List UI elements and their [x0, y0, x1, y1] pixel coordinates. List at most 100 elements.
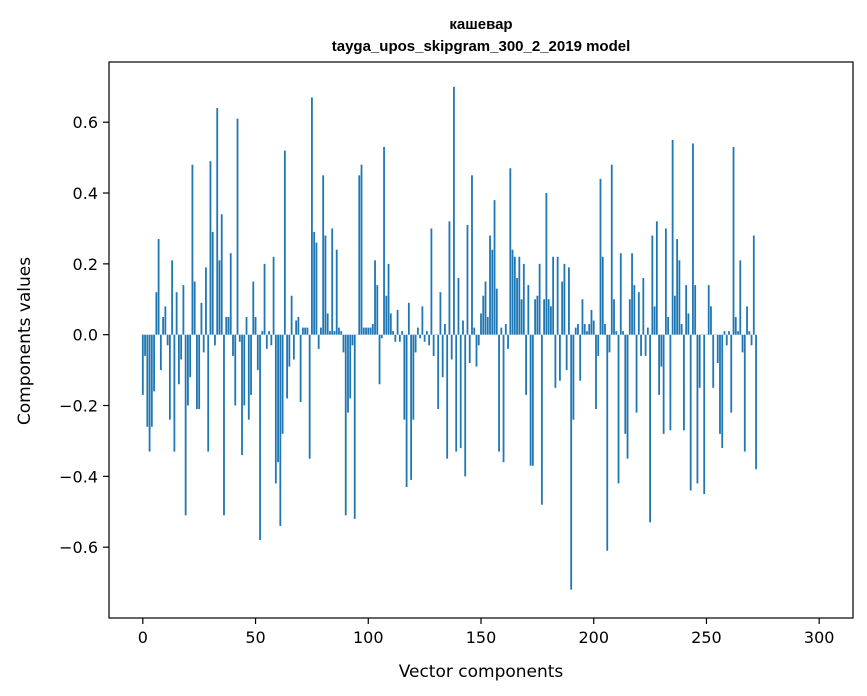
bar-209 [613, 299, 615, 335]
bar-108 [385, 295, 388, 335]
bar-173 [531, 334, 534, 466]
bar-257 [721, 334, 724, 449]
bar-238 [678, 260, 681, 335]
bar-36 [223, 334, 225, 516]
bar-259 [725, 334, 728, 346]
y-tick-label: 0.2 [73, 255, 98, 274]
bar-61 [279, 334, 282, 526]
bar-154 [489, 235, 491, 335]
bar-202 [597, 334, 600, 356]
bar-17 [180, 334, 183, 360]
bar-168 [520, 299, 523, 335]
bar-114 [398, 334, 401, 342]
x-tick-label: 300 [804, 628, 835, 647]
bar-193 [577, 324, 579, 335]
bar-65 [288, 334, 291, 367]
y-tick-label: 0.0 [73, 326, 98, 345]
bar-21 [189, 334, 192, 378]
x-axis-label: Vector components [399, 662, 564, 682]
bar-131 [437, 334, 440, 410]
bar-35 [220, 214, 223, 335]
bar-135 [446, 334, 449, 459]
bar-222 [642, 278, 645, 335]
bar-256 [719, 334, 721, 434]
bar-214 [624, 334, 627, 434]
bar-188 [565, 334, 568, 371]
bar-226 [651, 235, 654, 335]
bar-74 [308, 334, 311, 459]
bar-111 [392, 331, 394, 335]
bar-69 [297, 316, 300, 335]
bar-205 [604, 324, 606, 335]
bar-149 [477, 334, 480, 346]
y-axis-label: Components values [15, 257, 35, 425]
bar-166 [516, 278, 518, 335]
bar-245 [694, 285, 697, 335]
bar-84 [331, 228, 334, 335]
bar-113 [396, 309, 399, 335]
bar-150 [480, 313, 482, 335]
bar-207 [608, 334, 611, 353]
bar-96 [358, 175, 361, 335]
bar-184 [556, 256, 559, 335]
bar-27 [202, 334, 205, 353]
bar-97 [360, 164, 363, 335]
bar-22 [191, 164, 194, 335]
bar-3 [148, 334, 151, 452]
bar-163 [509, 168, 512, 335]
y-tick-label: −0.6 [59, 538, 98, 557]
bar-115 [401, 331, 403, 335]
bar-110 [389, 313, 392, 335]
bar-144 [466, 224, 469, 335]
bar-153 [486, 316, 489, 335]
bar-73 [306, 327, 309, 335]
bar-197 [586, 331, 588, 335]
bar-33 [216, 108, 219, 335]
bar-138 [453, 86, 455, 335]
bar-242 [687, 313, 690, 335]
bar-243 [689, 334, 692, 491]
bar-141 [459, 334, 462, 449]
bar-156 [493, 200, 496, 335]
bar-47 [247, 334, 250, 420]
bar-206 [606, 334, 609, 551]
bar-195 [581, 299, 584, 335]
bar-16 [177, 334, 180, 385]
bar-28 [205, 267, 207, 335]
bar-94 [353, 334, 356, 519]
bar-32 [214, 334, 216, 346]
bar-247 [698, 334, 701, 388]
bar-11 [166, 334, 169, 346]
bar-19 [184, 334, 187, 516]
bar-51 [256, 334, 259, 371]
bar-218 [633, 285, 636, 335]
bar-38 [227, 316, 230, 335]
bar-229 [658, 334, 661, 395]
bar-24 [196, 334, 198, 410]
bar-165 [513, 256, 516, 335]
bar-161 [504, 324, 507, 335]
bar-53 [261, 331, 264, 335]
bar-57 [270, 334, 273, 346]
bar-124 [421, 306, 424, 335]
bar-204 [601, 256, 604, 335]
bar-18 [182, 285, 185, 335]
bar-272 [755, 334, 757, 470]
bar-175 [536, 295, 539, 335]
bar-178 [543, 299, 546, 335]
bar-80 [322, 175, 325, 335]
bar-56 [268, 331, 270, 335]
bar-55 [265, 334, 268, 349]
bar-40 [232, 334, 234, 356]
bar-99 [365, 327, 367, 335]
bar-25 [198, 334, 201, 410]
bar-116 [403, 334, 406, 420]
bar-66 [290, 295, 293, 335]
bar-46 [245, 316, 248, 335]
bar-200 [592, 320, 595, 335]
bar-59 [274, 334, 277, 484]
y-tick-label: 0.6 [73, 113, 98, 132]
bar-261 [730, 334, 733, 413]
bar-232 [664, 228, 667, 335]
